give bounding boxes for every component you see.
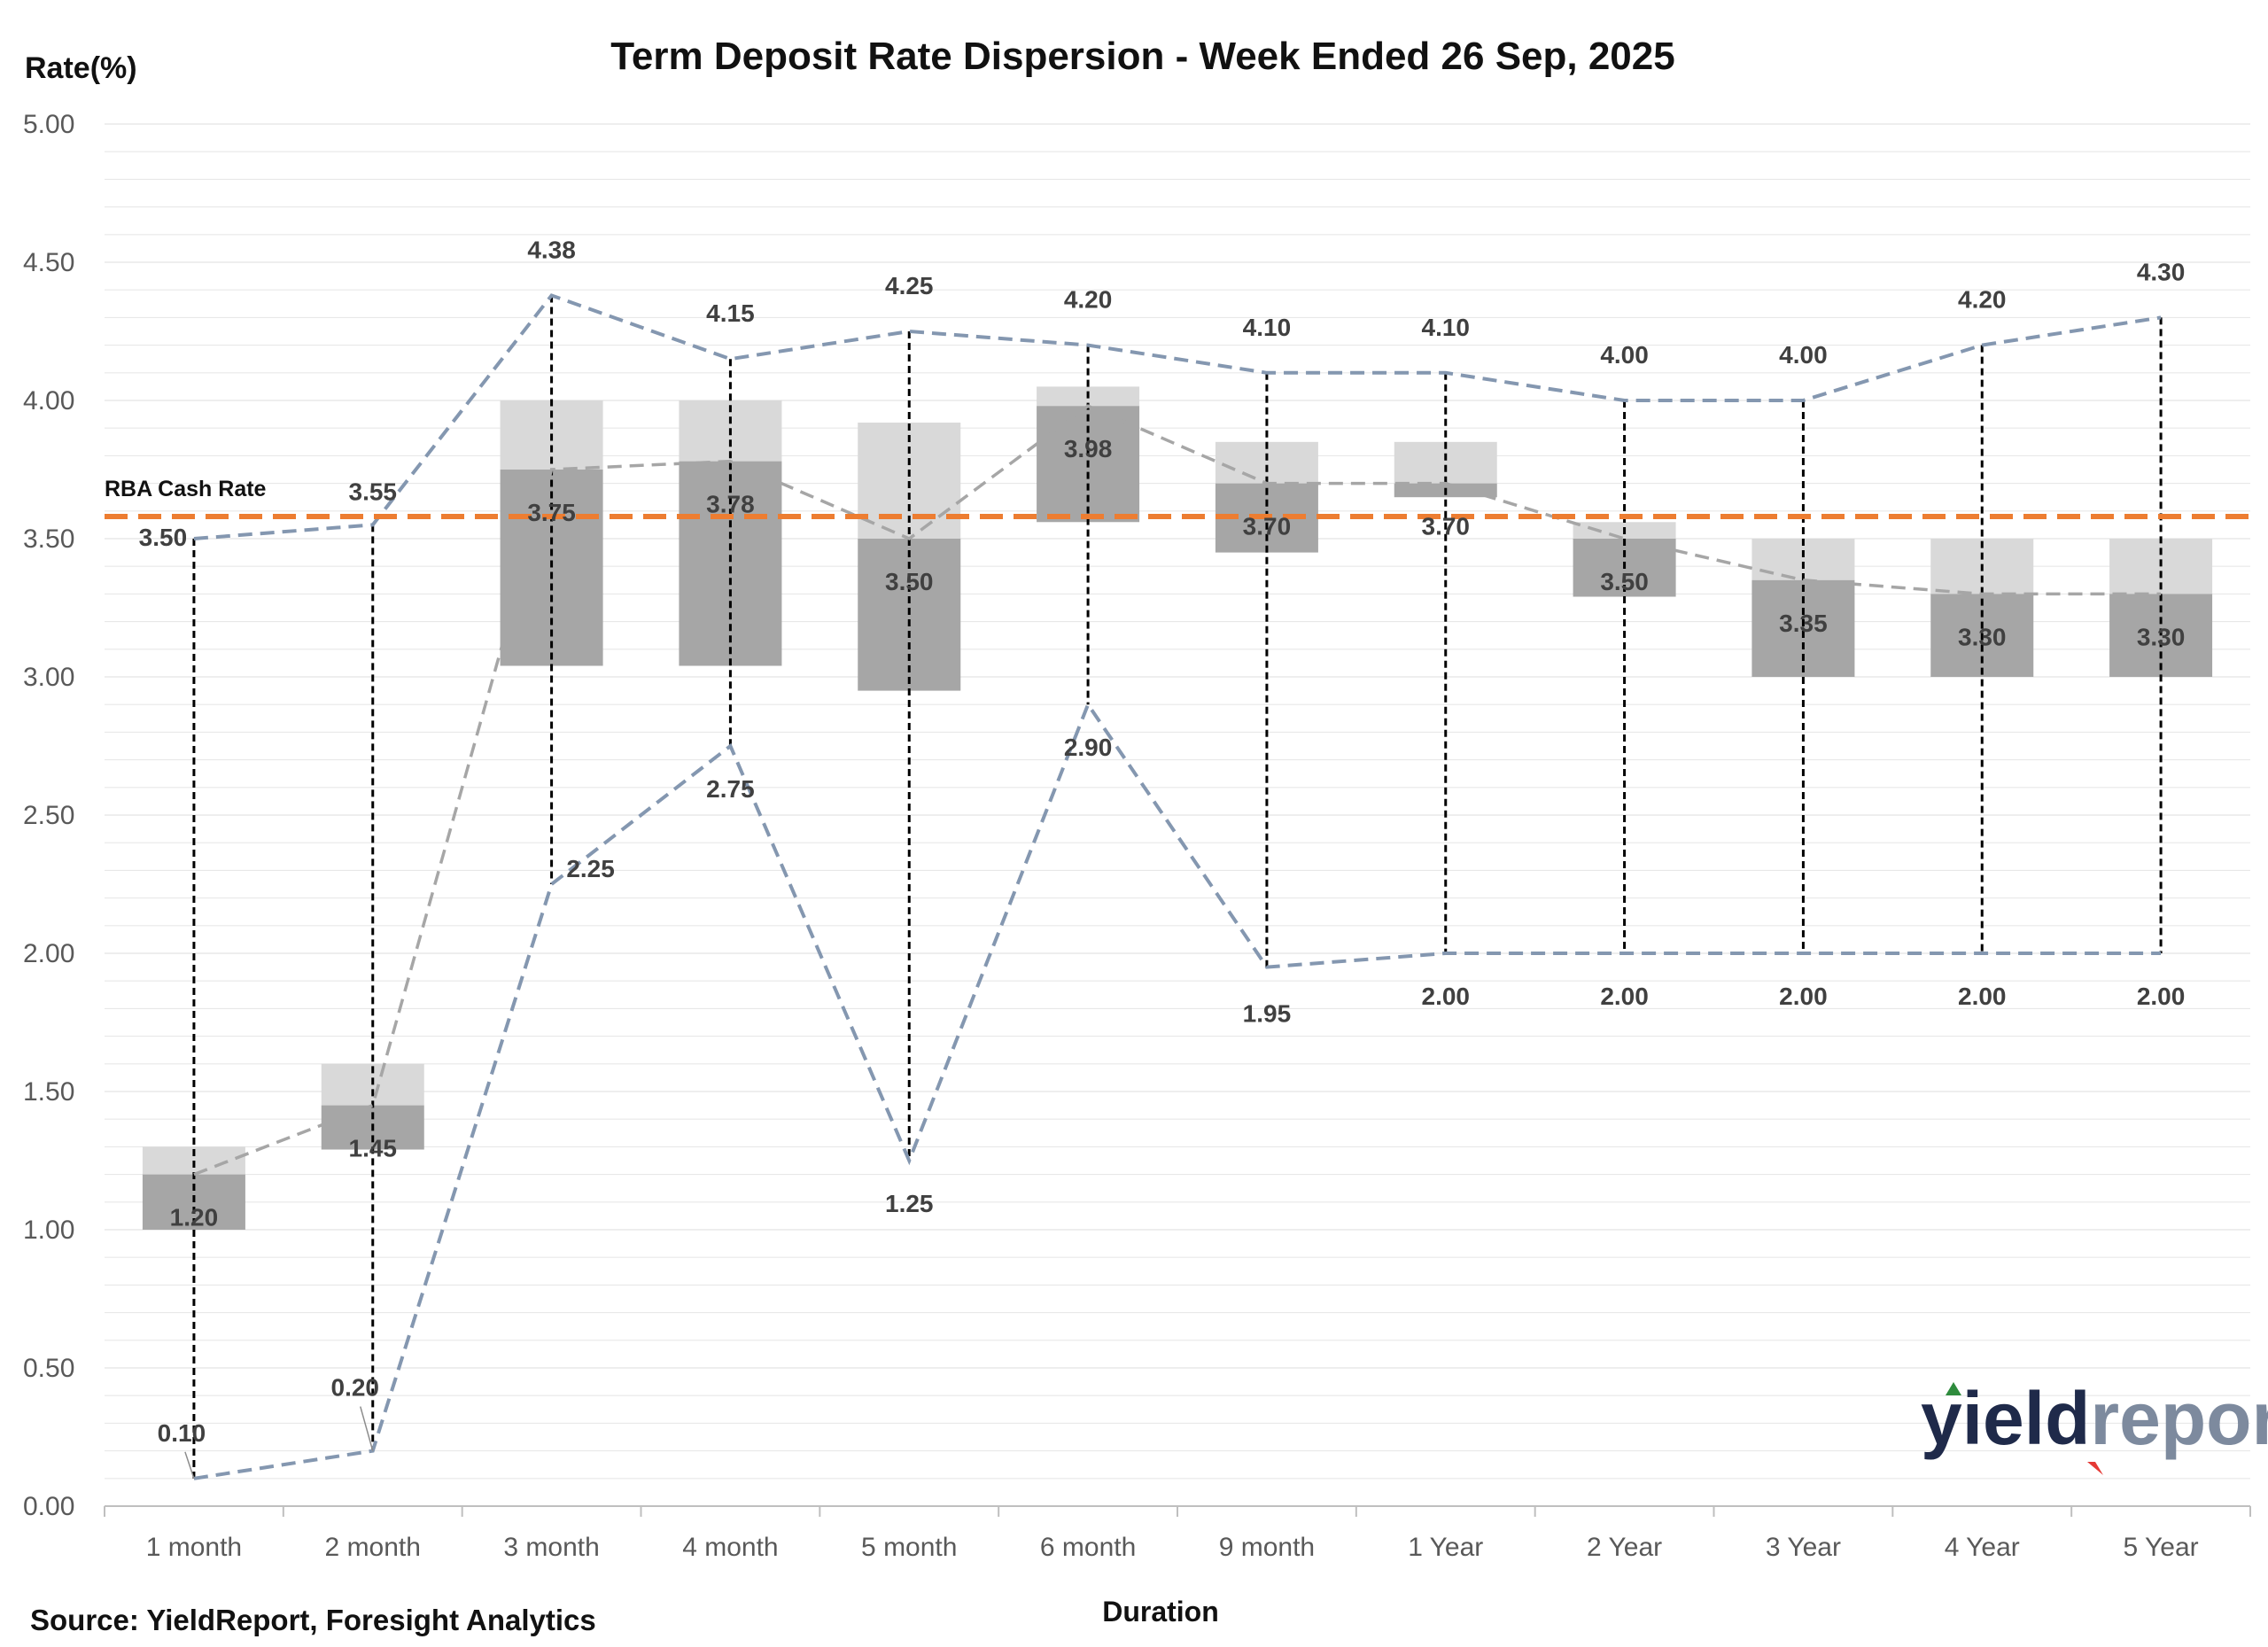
median-label: 3.30 bbox=[1958, 623, 2007, 650]
y-tick-label: 3.00 bbox=[23, 663, 74, 692]
x-tick-label: 5 month bbox=[861, 1533, 957, 1562]
median-label: 1.45 bbox=[349, 1135, 398, 1162]
y-tick-label: 1.00 bbox=[23, 1216, 74, 1245]
y-tick-label: 0.50 bbox=[23, 1354, 74, 1383]
y-axis-label: Rate(%) bbox=[25, 51, 137, 85]
max-label: 4.10 bbox=[1422, 314, 1471, 341]
x-tick-label: 6 month bbox=[1040, 1533, 1136, 1562]
median-label: 3.30 bbox=[2137, 623, 2186, 650]
label-leader-line bbox=[184, 1451, 195, 1480]
y-tick-label: 1.50 bbox=[23, 1077, 74, 1107]
max-series-line bbox=[193, 293, 2162, 540]
min-label: 2.00 bbox=[1422, 983, 1471, 1010]
x-tick-label: 2 Year bbox=[1587, 1533, 1662, 1562]
median-label: 3.75 bbox=[527, 499, 576, 526]
median-label: 3.50 bbox=[1600, 568, 1649, 595]
max-label: 4.00 bbox=[1779, 341, 1828, 369]
min-label: 2.00 bbox=[1779, 983, 1828, 1010]
min-label: 0.10 bbox=[158, 1419, 206, 1447]
min-label: 2.00 bbox=[1958, 983, 2007, 1010]
min-label: 2.00 bbox=[1600, 983, 1649, 1010]
x-tick-label: 2 month bbox=[325, 1533, 421, 1562]
y-tick-label: 2.00 bbox=[23, 939, 74, 968]
y-tick-label: 2.50 bbox=[23, 801, 74, 830]
y-tick-label: 5.00 bbox=[23, 110, 74, 139]
min-label: 0.20 bbox=[331, 1374, 380, 1402]
series-lines bbox=[193, 293, 2162, 1480]
whiskers bbox=[192, 295, 2163, 1479]
max-label: 4.20 bbox=[1958, 286, 2007, 314]
logo-part1: yield bbox=[1921, 1377, 2090, 1460]
median-label: 1.20 bbox=[170, 1204, 219, 1231]
lower-box bbox=[679, 461, 782, 666]
svg-text:yieldreport: yieldreport bbox=[1921, 1377, 2268, 1460]
min-label: 2.25 bbox=[566, 855, 615, 882]
max-label: 4.00 bbox=[1600, 341, 1649, 369]
yieldreport-logo: yieldreport bbox=[1921, 1377, 2268, 1475]
y-tick-label: 4.00 bbox=[23, 386, 74, 416]
min-label: 2.00 bbox=[2137, 983, 2186, 1010]
median-series-line bbox=[193, 404, 2162, 1177]
gridlines bbox=[105, 123, 2250, 1480]
y-tick-label: 0.00 bbox=[23, 1492, 74, 1521]
y-tick-label: 4.50 bbox=[23, 248, 74, 277]
max-label: 4.20 bbox=[1064, 286, 1113, 314]
x-tick-label: 3 month bbox=[503, 1533, 599, 1562]
data-labels: 3.50 3.55 4.38 4.15 4.25 4.20 4.10 4.10 4.00 4.00… bbox=[139, 236, 2186, 1480]
rba-line-label: RBA Cash Rate bbox=[105, 477, 267, 501]
up-arrow-icon bbox=[1946, 1382, 1961, 1395]
x-tick-label: 1 Year bbox=[1408, 1533, 1483, 1562]
max-label: 4.38 bbox=[527, 236, 576, 263]
x-tick-label: 5 Year bbox=[2124, 1533, 2199, 1562]
x-axis-label: Duration bbox=[1102, 1596, 1219, 1628]
x-tick-label: 9 month bbox=[1219, 1533, 1315, 1562]
median-label: 3.50 bbox=[885, 568, 934, 595]
dispersion-boxes bbox=[142, 386, 2213, 1230]
label-leader-line bbox=[360, 1406, 374, 1451]
axes: 0.00 0.50 1.00 1.50 2.00 2.50 3.00 3.50 4.00 4.50… bbox=[23, 110, 2251, 1562]
x-tick-label: 1 month bbox=[146, 1533, 242, 1562]
max-label: 3.50 bbox=[139, 524, 188, 551]
x-tick-label: 4 Year bbox=[1945, 1533, 2020, 1562]
min-label: 2.75 bbox=[706, 775, 755, 803]
rba-cash-rate-line: RBA Cash Rate bbox=[105, 477, 2250, 520]
min-label: 1.25 bbox=[885, 1190, 934, 1217]
source-note: Source: YieldReport, Foresight Analytics bbox=[30, 1604, 596, 1636]
median-label: 3.35 bbox=[1779, 610, 1828, 637]
max-label: 3.55 bbox=[349, 478, 398, 505]
x-tick-label: 3 Year bbox=[1766, 1533, 1841, 1562]
down-arrow-icon bbox=[2087, 1462, 2103, 1475]
median-label: 3.78 bbox=[706, 491, 755, 518]
chart-title: Term Deposit Rate Dispersion - Week Ende… bbox=[610, 35, 1674, 78]
max-label: 4.10 bbox=[1243, 314, 1292, 341]
median-label: 3.98 bbox=[1064, 435, 1113, 462]
max-label: 4.25 bbox=[885, 272, 934, 299]
min-label: 2.90 bbox=[1064, 734, 1113, 761]
median-label: 3.70 bbox=[1243, 513, 1292, 540]
median-label: 3.70 bbox=[1422, 513, 1471, 540]
x-tick-label: 4 month bbox=[682, 1533, 778, 1562]
max-label: 4.15 bbox=[706, 299, 755, 327]
max-label: 4.30 bbox=[2137, 258, 2186, 285]
min-label: 1.95 bbox=[1243, 1000, 1292, 1028]
min-series-line bbox=[193, 700, 2162, 1480]
y-tick-label: 3.50 bbox=[23, 524, 74, 554]
logo-part2: report bbox=[2090, 1377, 2268, 1460]
